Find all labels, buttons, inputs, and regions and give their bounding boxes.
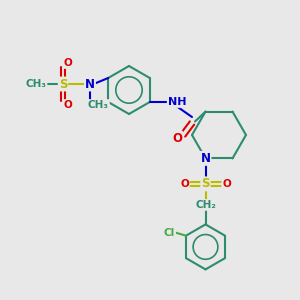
Text: Cl: Cl bbox=[164, 228, 175, 238]
Text: S: S bbox=[201, 177, 210, 190]
Text: O: O bbox=[180, 179, 189, 189]
Text: O: O bbox=[63, 100, 72, 110]
Text: S: S bbox=[59, 77, 67, 91]
Text: CH₃: CH₃ bbox=[26, 79, 46, 89]
Text: N: N bbox=[85, 77, 95, 91]
Text: NH: NH bbox=[168, 97, 186, 107]
Text: O: O bbox=[172, 131, 182, 145]
Text: O: O bbox=[63, 58, 72, 68]
Text: O: O bbox=[222, 179, 231, 189]
Text: CH₃: CH₃ bbox=[88, 100, 109, 110]
Text: N: N bbox=[200, 152, 211, 165]
Text: CH₂: CH₂ bbox=[195, 200, 216, 210]
